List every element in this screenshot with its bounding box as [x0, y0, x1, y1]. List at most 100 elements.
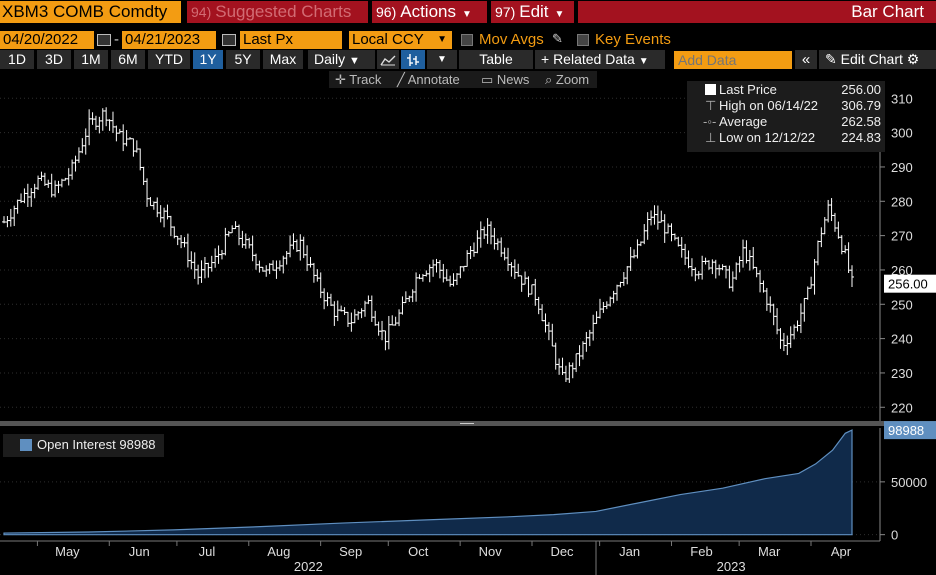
x-tick-label: Nov — [479, 544, 503, 559]
suggested-charts-number: 94) — [191, 4, 212, 20]
news-label: News — [496, 72, 530, 87]
x-tick-label: Aug — [267, 544, 290, 559]
period-button-6m[interactable]: 6M — [111, 50, 145, 69]
period-button-5y[interactable]: 5Y — [226, 50, 260, 69]
ohlc-bar — [850, 265, 854, 288]
open-interest-swatch-icon — [20, 439, 32, 451]
y-tick-label: 240 — [891, 332, 913, 347]
collapse-icon[interactable]: « — [795, 50, 817, 69]
related-data-button[interactable]: + Related Data ▼ — [535, 50, 665, 69]
period-button-1m[interactable]: 1M — [74, 50, 108, 69]
chevron-down-icon: ▼ — [638, 56, 649, 67]
track-tool[interactable]: ✛ Track — [335, 71, 381, 88]
last-price-label: Last Price — [719, 82, 777, 97]
average-marker-icon: -◦- — [703, 114, 717, 129]
y-tick-label: 260 — [891, 263, 913, 278]
pencil-icon: ╱ — [397, 72, 405, 87]
year-label: 2023 — [717, 559, 746, 574]
x-tick-label: May — [55, 544, 80, 559]
period-button-ytd[interactable]: YTD — [148, 50, 190, 69]
low-value: 224.83 — [841, 130, 881, 145]
mov-avgs-checkbox[interactable] — [461, 34, 473, 46]
y-tick-label: 300 — [891, 126, 913, 141]
edit-menu-button[interactable]: 97) Edit ▼ — [491, 1, 574, 23]
open-interest-legend: Open Interest 98988 — [3, 434, 164, 457]
chevron-down-icon: ▼ — [461, 9, 472, 20]
calendar-icon[interactable] — [222, 34, 236, 46]
key-events-label: Key Events — [595, 31, 671, 48]
x-tick-label: Jun — [129, 544, 150, 559]
y-tick-label: 220 — [891, 400, 913, 415]
y-tick-label: 310 — [891, 91, 913, 106]
zoom-tool[interactable]: ⌕ Zoom — [545, 71, 589, 88]
y-tick-label: 50000 — [891, 475, 927, 490]
low-label: Low on 12/12/22 — [719, 130, 816, 145]
calendar-icon[interactable] — [97, 34, 111, 46]
line-chart-icon[interactable] — [377, 50, 399, 69]
edit-label: Edit — [519, 2, 549, 21]
frequency-selector[interactable]: Daily ▼ — [308, 50, 375, 69]
y-tick-label: 290 — [891, 160, 913, 175]
add-data-input[interactable] — [674, 51, 792, 69]
date-separator: - — [114, 31, 119, 48]
x-tick-label: Feb — [690, 544, 712, 559]
low-marker-icon: ⊥ — [705, 130, 717, 145]
track-label: Track — [349, 72, 382, 87]
year-label: 2022 — [294, 559, 323, 574]
high-label: High on 06/14/22 — [719, 98, 819, 113]
average-value: 262.58 — [841, 114, 881, 129]
chevron-down-icon: ▼ — [349, 55, 360, 67]
annotate-label: Annotate — [407, 72, 460, 87]
chevron-down-icon: ▼ — [437, 34, 447, 45]
actions-menu-button[interactable]: 96) Actions ▼ — [372, 1, 487, 23]
pencil-icon[interactable]: ✎ — [552, 31, 563, 46]
table-button[interactable]: Table — [459, 50, 533, 69]
edit-chart-button[interactable]: ✎ Edit Chart ⚙ — [819, 50, 936, 69]
period-button-3d[interactable]: 3D — [37, 50, 71, 69]
high-value: 306.79 — [841, 98, 881, 113]
y-tick-label: 0 — [891, 528, 898, 543]
bar-chart-icon[interactable] — [401, 50, 425, 69]
chevron-down-icon: ▼ — [554, 9, 565, 20]
news-tool[interactable]: ▭ News — [481, 71, 529, 88]
y-tick-label: 270 — [891, 229, 913, 244]
magnifier-icon: ⌕ — [545, 72, 553, 87]
frequency-label: Daily — [314, 51, 346, 67]
last-price-flag — [884, 274, 936, 293]
chart-type-dropdown[interactable]: ▼ — [427, 50, 457, 69]
x-tick-label: Jan — [619, 544, 640, 559]
related-data-label: + Related Data — [541, 51, 635, 67]
actions-number: 96) — [376, 4, 397, 20]
key-events-checkbox[interactable] — [577, 34, 589, 46]
y-tick-label: 230 — [891, 366, 913, 381]
suggested-charts-label: Suggested Charts — [215, 2, 352, 21]
average-label: Average — [719, 114, 768, 129]
x-tick-label: Dec — [550, 544, 574, 559]
suggested-charts-button[interactable]: 94) Suggested Charts — [187, 1, 368, 23]
gear-icon: ⚙ — [906, 51, 920, 67]
field-selector[interactable]: Last Px — [240, 31, 342, 49]
chart-tools-bar: ✛ Track ╱ Annotate ▭ News ⌕ Zoom — [329, 71, 597, 88]
start-date-field[interactable]: 04/20/2022 — [0, 31, 94, 49]
open-interest-label: Open Interest 98988 — [37, 437, 156, 452]
y-tick-label: 250 — [891, 297, 913, 312]
period-button-1y[interactable]: 1Y — [193, 50, 223, 69]
period-button-1d[interactable]: 1D — [0, 50, 34, 69]
edit-number: 97) — [495, 4, 516, 20]
chevron-down-icon: ▼ — [437, 54, 447, 65]
x-tick-label: Mar — [758, 544, 781, 559]
price-legend: Last Price 256.00 ⊤ High on 06/14/22 306… — [687, 81, 885, 152]
open-interest-flag — [884, 421, 936, 440]
end-date-field[interactable]: 04/21/2023 — [122, 31, 216, 49]
annotate-tool[interactable]: ╱ Annotate — [397, 71, 460, 88]
period-button-max[interactable]: Max — [263, 50, 303, 69]
x-tick-label: Jul — [199, 544, 216, 559]
open-interest-flag-label: 98988 — [888, 423, 924, 438]
open-interest-area — [3, 429, 853, 536]
ticker-field[interactable]: XBM3 COMB Comdty — [0, 1, 181, 23]
crosshair-icon: ✛ — [335, 72, 346, 87]
title-bar: XBM3 COMB Comdty 94) Suggested Charts 96)… — [0, 0, 936, 24]
currency-selector[interactable]: Local CCY ▼ — [349, 31, 452, 49]
news-icon: ▭ — [481, 72, 494, 87]
pencil-icon: ✎ — [825, 51, 837, 67]
